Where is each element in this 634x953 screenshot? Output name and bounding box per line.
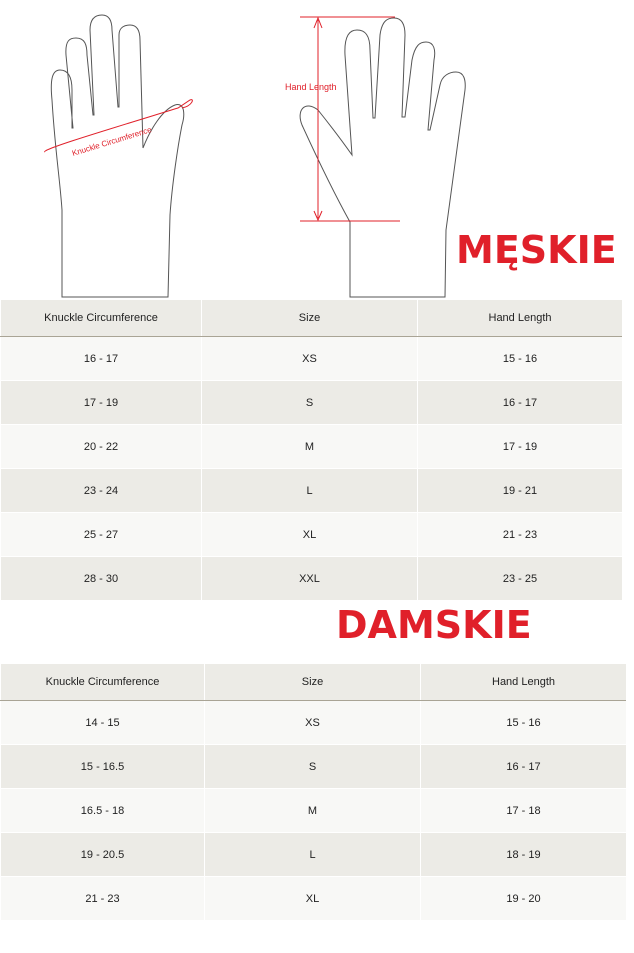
size-cell: L <box>201 468 418 513</box>
womens-title: DAMSKIE <box>336 603 532 647</box>
size-cell: XS <box>204 700 421 745</box>
table-row: 23 - 24 L 19 - 21 <box>0 468 622 513</box>
table-row: 19 - 20.5 L 18 - 19 <box>0 832 626 877</box>
hand-length-cell: 19 - 20 <box>420 876 626 920</box>
table-header: Knuckle Circumference Size Hand Length <box>0 300 622 337</box>
hand-length-cell: 18 - 19 <box>420 832 626 877</box>
hand-length-cell: 15 - 16 <box>417 336 622 381</box>
knuckle-cell: 21 - 23 <box>0 876 205 920</box>
header-knuckle: Knuckle Circumference <box>0 664 205 701</box>
header-hand-length: Hand Length <box>420 664 626 701</box>
table-row: 21 - 23 XL 19 - 20 <box>0 876 626 920</box>
knuckle-cell: 25 - 27 <box>0 512 202 557</box>
glove-diagram: Hand Length Knuckle Circumference <box>44 14 466 298</box>
knuckle-cell: 16 - 17 <box>0 336 202 381</box>
right-glove-outline <box>299 17 466 298</box>
header-hand-length: Hand Length <box>417 300 622 337</box>
knuckle-cell: 19 - 20.5 <box>0 832 205 877</box>
mens-title: MĘSKIE <box>456 228 617 272</box>
header-size: Size <box>201 300 418 337</box>
size-cell: S <box>204 744 421 789</box>
mens-size-table: Knuckle Circumference Size Hand Length 1… <box>0 300 622 600</box>
hand-length-cell: 21 - 23 <box>417 512 622 557</box>
size-cell: M <box>204 788 421 833</box>
knuckle-cell: 16.5 - 18 <box>0 788 205 833</box>
header-size: Size <box>204 664 421 701</box>
size-cell: XL <box>201 512 418 557</box>
table-row: 17 - 19 S 16 - 17 <box>0 380 622 425</box>
hand-length-cell: 16 - 17 <box>420 744 626 789</box>
table-header: Knuckle Circumference Size Hand Length <box>0 664 626 701</box>
knuckle-cell: 23 - 24 <box>0 468 202 513</box>
hand-length-cell: 19 - 21 <box>417 468 622 513</box>
table-row: 15 - 16.5 S 16 - 17 <box>0 744 626 789</box>
knuckle-cell: 17 - 19 <box>0 380 202 425</box>
size-cell: S <box>201 380 418 425</box>
header-knuckle: Knuckle Circumference <box>0 300 202 337</box>
size-cell: XXL <box>201 556 418 600</box>
knuckle-cell: 14 - 15 <box>0 700 205 745</box>
hand-length-cell: 17 - 19 <box>417 424 622 469</box>
hand-length-label: Hand Length <box>285 82 337 92</box>
size-cell: XS <box>201 336 418 381</box>
hand-length-cell: 15 - 16 <box>420 700 626 745</box>
knuckle-label: Knuckle Circumference <box>71 125 153 158</box>
table-row: 20 - 22 M 17 - 19 <box>0 424 622 469</box>
table-row: 14 - 15 XS 15 - 16 <box>0 700 626 745</box>
table-row: 16.5 - 18 M 17 - 18 <box>0 788 626 833</box>
knuckle-cell: 28 - 30 <box>0 556 202 600</box>
womens-size-table: Knuckle Circumference Size Hand Length 1… <box>0 664 626 920</box>
table-row: 28 - 30 XXL 23 - 25 <box>0 556 622 600</box>
table-row: 25 - 27 XL 21 - 23 <box>0 512 622 557</box>
table-row: 16 - 17 XS 15 - 16 <box>0 336 622 381</box>
knuckle-cell: 20 - 22 <box>0 424 202 469</box>
knuckle-cell: 15 - 16.5 <box>0 744 205 789</box>
size-cell: XL <box>204 876 421 920</box>
hand-length-cell: 23 - 25 <box>417 556 622 600</box>
hand-length-cell: 17 - 18 <box>420 788 626 833</box>
left-glove-outline <box>50 14 185 298</box>
size-cell: L <box>204 832 421 877</box>
size-cell: M <box>201 424 418 469</box>
hand-length-cell: 16 - 17 <box>417 380 622 425</box>
knuckle-arrow <box>44 99 193 153</box>
